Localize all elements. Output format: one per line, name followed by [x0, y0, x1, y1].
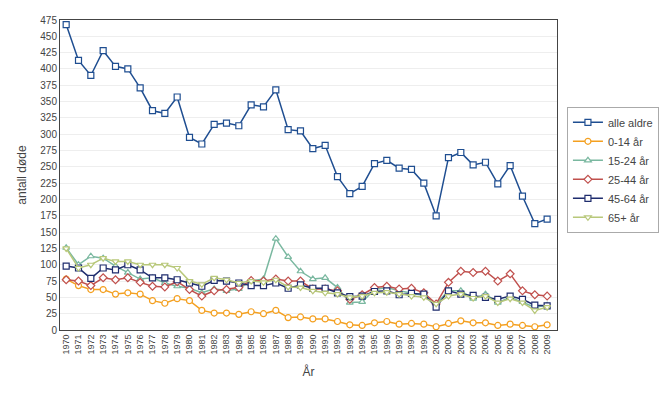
svg-text:1977: 1977	[147, 335, 157, 355]
svg-text:375: 375	[40, 80, 57, 91]
svg-text:25-44 år: 25-44 år	[608, 174, 649, 186]
svg-text:450: 450	[40, 31, 57, 42]
svg-text:1970: 1970	[61, 335, 71, 355]
svg-text:50: 50	[46, 292, 58, 303]
svg-text:1990: 1990	[308, 335, 318, 355]
svg-text:1998: 1998	[406, 335, 416, 355]
svg-text:1982: 1982	[209, 335, 219, 355]
svg-text:15-24 år: 15-24 år	[608, 155, 649, 167]
svg-text:antall døde: antall døde	[15, 145, 29, 205]
svg-text:2002: 2002	[456, 335, 466, 355]
svg-text:1983: 1983	[221, 335, 231, 355]
svg-text:1981: 1981	[197, 335, 207, 355]
svg-text:100: 100	[40, 259, 57, 270]
svg-text:475: 475	[40, 15, 57, 26]
svg-text:2005: 2005	[493, 335, 503, 355]
svg-text:1987: 1987	[271, 335, 281, 355]
svg-text:25: 25	[46, 308, 58, 319]
svg-text:År: År	[303, 364, 315, 379]
svg-text:2001: 2001	[443, 335, 453, 355]
svg-text:1976: 1976	[135, 335, 145, 355]
svg-text:1995: 1995	[369, 335, 379, 355]
svg-text:2004: 2004	[480, 335, 490, 355]
svg-text:325: 325	[40, 112, 57, 123]
svg-text:175: 175	[40, 210, 57, 221]
svg-text:1999: 1999	[419, 335, 429, 355]
svg-text:1991: 1991	[320, 335, 330, 355]
svg-text:425: 425	[40, 47, 57, 58]
svg-text:2009: 2009	[542, 335, 552, 355]
svg-text:200: 200	[40, 194, 57, 205]
svg-text:125: 125	[40, 243, 57, 254]
svg-text:275: 275	[40, 145, 57, 156]
svg-text:2000: 2000	[431, 335, 441, 355]
svg-text:1994: 1994	[357, 335, 367, 355]
svg-text:1980: 1980	[184, 335, 194, 355]
svg-text:1971: 1971	[73, 335, 83, 355]
svg-text:1997: 1997	[394, 335, 404, 355]
svg-text:0: 0	[51, 325, 57, 336]
svg-text:65+ år: 65+ år	[608, 212, 640, 224]
svg-text:2003: 2003	[468, 335, 478, 355]
svg-text:2007: 2007	[517, 335, 527, 355]
svg-text:1992: 1992	[332, 335, 342, 355]
svg-text:1972: 1972	[86, 335, 96, 355]
svg-text:1984: 1984	[234, 335, 244, 355]
svg-text:150: 150	[40, 227, 57, 238]
svg-text:1985: 1985	[246, 335, 256, 355]
svg-text:1978: 1978	[160, 335, 170, 355]
svg-text:1979: 1979	[172, 335, 182, 355]
svg-text:1975: 1975	[123, 335, 133, 355]
svg-text:45-64 år: 45-64 år	[608, 193, 649, 205]
svg-text:1974: 1974	[110, 335, 120, 355]
svg-text:250: 250	[40, 161, 57, 172]
svg-text:350: 350	[40, 96, 57, 107]
svg-text:1986: 1986	[258, 335, 268, 355]
svg-text:1973: 1973	[98, 335, 108, 355]
svg-text:alle aldre: alle aldre	[608, 117, 653, 129]
svg-text:400: 400	[40, 63, 57, 74]
svg-text:2008: 2008	[530, 335, 540, 355]
svg-text:0-14 år: 0-14 år	[608, 136, 643, 148]
svg-text:1996: 1996	[382, 335, 392, 355]
svg-text:2006: 2006	[505, 335, 515, 355]
svg-text:1989: 1989	[295, 335, 305, 355]
svg-text:225: 225	[40, 178, 57, 189]
svg-text:75: 75	[46, 276, 58, 287]
svg-text:1993: 1993	[345, 335, 355, 355]
svg-text:1988: 1988	[283, 335, 293, 355]
svg-text:300: 300	[40, 129, 57, 140]
